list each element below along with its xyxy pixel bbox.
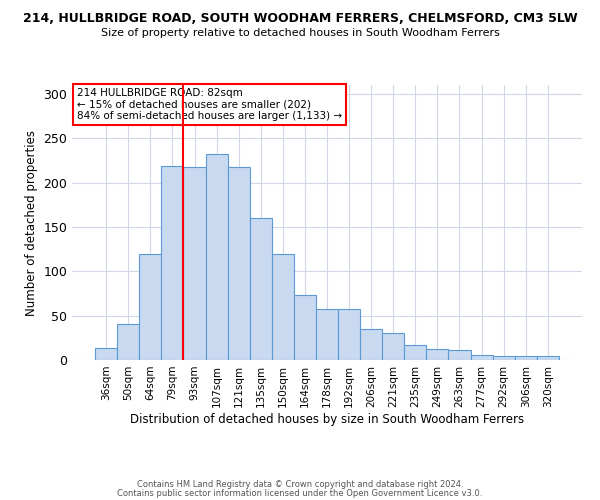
Bar	[360, 329, 382, 360]
Bar	[470, 354, 493, 360]
Bar	[294, 295, 316, 360]
X-axis label: Distribution of detached houses by size in South Woodham Ferrers: Distribution of detached houses by size …	[130, 412, 524, 426]
Text: Contains public sector information licensed under the Open Government Licence v3: Contains public sector information licen…	[118, 488, 482, 498]
Text: 214, HULLBRIDGE ROAD, SOUTH WOODHAM FERRERS, CHELMSFORD, CM3 5LW: 214, HULLBRIDGE ROAD, SOUTH WOODHAM FERR…	[23, 12, 577, 26]
Bar	[95, 348, 117, 360]
Bar	[427, 350, 448, 360]
Y-axis label: Number of detached properties: Number of detached properties	[25, 130, 38, 316]
Bar	[404, 345, 427, 360]
Bar	[184, 166, 206, 360]
Bar	[227, 166, 250, 360]
Bar	[206, 154, 227, 360]
Bar	[448, 350, 470, 360]
Bar	[161, 166, 184, 360]
Bar	[316, 310, 338, 360]
Bar	[515, 356, 537, 360]
Bar	[139, 254, 161, 360]
Bar	[382, 334, 404, 360]
Text: Size of property relative to detached houses in South Woodham Ferrers: Size of property relative to detached ho…	[101, 28, 499, 38]
Bar	[338, 310, 360, 360]
Text: 214 HULLBRIDGE ROAD: 82sqm
← 15% of detached houses are smaller (202)
84% of sem: 214 HULLBRIDGE ROAD: 82sqm ← 15% of deta…	[77, 88, 342, 121]
Text: Contains HM Land Registry data © Crown copyright and database right 2024.: Contains HM Land Registry data © Crown c…	[137, 480, 463, 489]
Bar	[537, 356, 559, 360]
Bar	[493, 356, 515, 360]
Bar	[117, 324, 139, 360]
Bar	[250, 218, 272, 360]
Bar	[272, 254, 294, 360]
